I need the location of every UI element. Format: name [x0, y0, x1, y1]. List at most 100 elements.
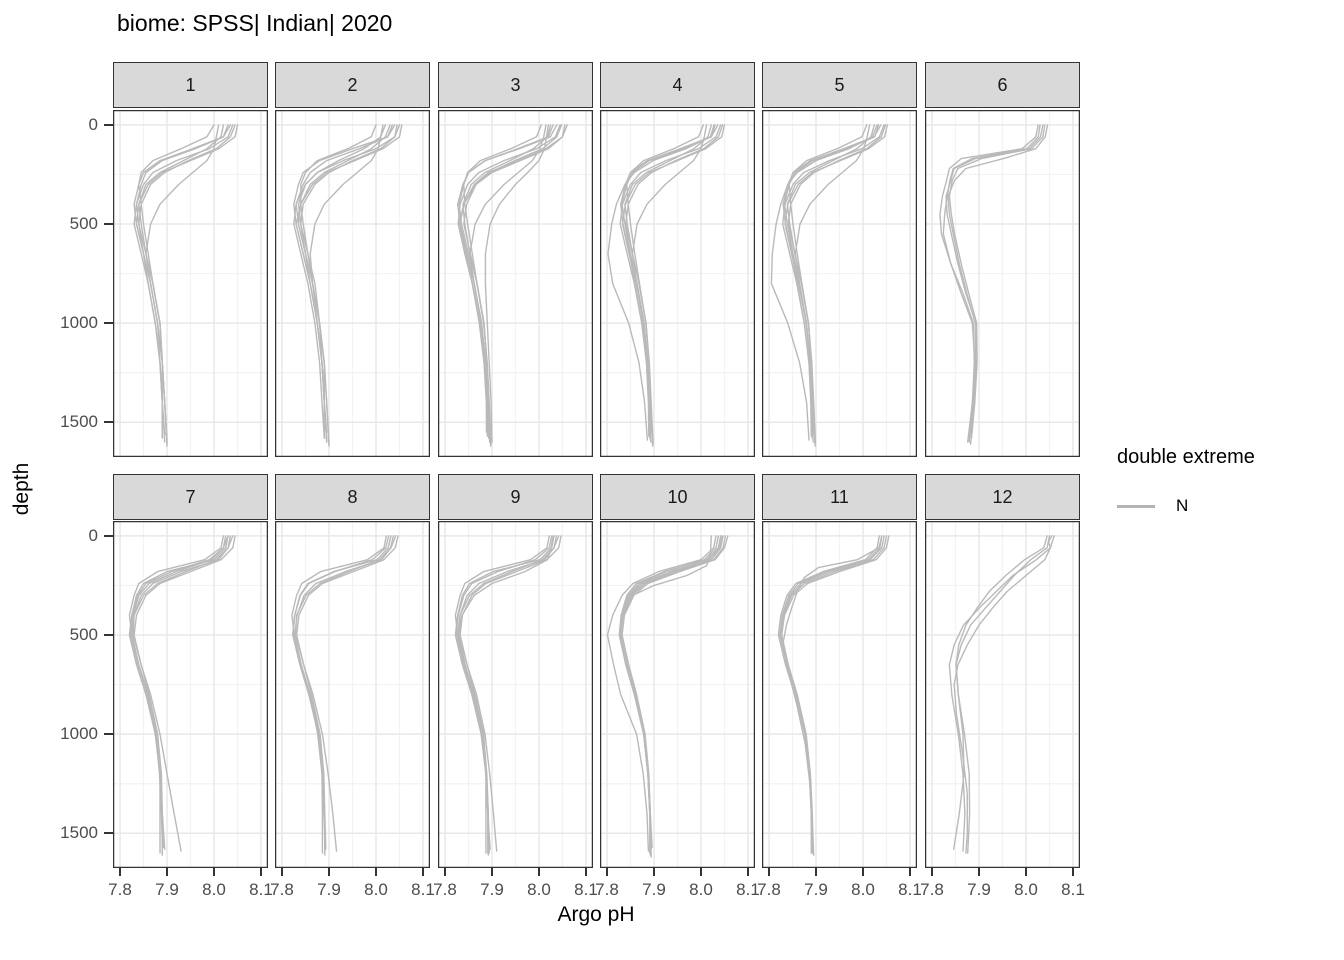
x-axis-tick	[166, 868, 168, 876]
y-axis-tick-label: 500	[69, 625, 98, 644]
y-axis-tick-label: 0	[88, 526, 98, 545]
profile-line	[947, 124, 1049, 435]
profile-line	[948, 535, 1055, 852]
x-axis-tick-label: 7.9	[155, 880, 179, 899]
facet-strip-label: 12	[992, 486, 1013, 507]
plot-title: biome: SPSS| Indian| 2020	[117, 10, 393, 36]
y-axis-tick	[104, 832, 113, 834]
facet-strip-label: 6	[997, 74, 1008, 95]
facet-strip: 11	[762, 474, 917, 520]
profile-line	[620, 535, 723, 858]
x-axis-tick	[281, 868, 283, 876]
facet-strip: 7	[113, 474, 268, 520]
facet-panel	[600, 110, 755, 457]
facet-strip-label: 9	[510, 486, 521, 507]
y-axis-tick	[104, 634, 113, 636]
x-axis-tick	[375, 868, 377, 876]
x-axis-tick-label: 8.0	[851, 880, 875, 899]
x-axis-tick	[538, 868, 540, 876]
x-axis-tick-label: 7.9	[480, 880, 504, 899]
facet-strip-label: 3	[510, 74, 521, 95]
x-axis-tick	[862, 868, 864, 876]
y-axis-tick-label: 500	[69, 214, 98, 233]
x-axis-tick	[1025, 868, 1027, 876]
profile-line	[782, 124, 882, 437]
profile-line	[130, 535, 229, 844]
profile-line	[620, 124, 719, 437]
facet-strip: 12	[925, 474, 1080, 520]
facet-panel	[762, 521, 917, 868]
x-axis-tick	[213, 868, 215, 876]
y-axis-tick	[104, 124, 113, 126]
facet-strip-label: 4	[672, 74, 683, 95]
profile-line	[133, 535, 236, 856]
x-axis-tick	[909, 868, 911, 876]
x-axis-tick-label: 8.1	[411, 880, 435, 899]
facet-panel	[438, 521, 593, 868]
x-axis-tick	[978, 868, 980, 876]
x-axis-tick-label: 8.1	[736, 880, 760, 899]
legend-item: N	[1117, 496, 1255, 516]
profile-line	[293, 124, 396, 437]
x-axis-tick	[119, 868, 121, 876]
x-axis-tick	[444, 868, 446, 876]
profile-line	[782, 535, 883, 854]
facet-strip-label: 5	[834, 74, 845, 95]
facet-panel	[762, 110, 917, 457]
x-axis-title: Argo pH	[557, 903, 635, 926]
y-axis-title: depth	[10, 462, 33, 516]
facet-strip: 8	[275, 474, 430, 520]
facet-panel	[438, 110, 593, 457]
x-axis-tick	[815, 868, 817, 876]
x-axis-tick-label: 7.8	[757, 880, 781, 899]
x-axis-tick-label: 7.9	[804, 880, 828, 899]
profile-line	[955, 535, 1051, 854]
facet-strip: 6	[925, 62, 1080, 108]
facet-panel	[600, 521, 755, 868]
x-axis-tick-label: 8.0	[527, 880, 551, 899]
facet-panel	[925, 521, 1080, 868]
profile-line	[138, 124, 236, 445]
profile-line	[631, 124, 708, 433]
facet-strip-label: 8	[347, 486, 358, 507]
profile-line	[939, 124, 1039, 443]
legend-item-label: N	[1176, 496, 1189, 515]
facet-strip-label: 11	[830, 486, 849, 507]
facet-strip: 4	[600, 62, 755, 108]
x-axis-tick	[747, 868, 749, 876]
x-axis-tick-label: 7.9	[967, 880, 991, 899]
x-axis-tick-label: 8.0	[364, 880, 388, 899]
y-axis-tick	[104, 733, 113, 735]
x-axis-tick-label: 7.8	[433, 880, 457, 899]
x-axis-tick-label: 8.0	[689, 880, 713, 899]
x-axis-tick	[700, 868, 702, 876]
facet-strip-label: 2	[347, 74, 358, 95]
x-axis-tick	[260, 868, 262, 876]
facet-panel	[113, 521, 268, 868]
profile-line	[133, 124, 232, 437]
x-axis-tick	[1072, 868, 1074, 876]
profile-line	[292, 535, 390, 848]
x-axis-tick-label: 7.8	[595, 880, 619, 899]
profile-line	[779, 535, 883, 846]
profile-line	[953, 535, 1048, 850]
y-axis-tick-label: 1000	[60, 313, 98, 332]
profile-line	[794, 124, 871, 433]
profile-line	[458, 124, 568, 439]
x-axis-tick-label: 7.9	[317, 880, 341, 899]
x-axis-tick-label: 7.8	[270, 880, 294, 899]
y-axis-tick	[104, 223, 113, 225]
profile-line	[463, 124, 563, 447]
facet-strip-label: 7	[185, 486, 196, 507]
x-axis-tick	[768, 868, 770, 876]
facet-strip: 1	[113, 62, 268, 108]
x-axis-tick	[931, 868, 933, 876]
x-axis-tick-label: 7.9	[642, 880, 666, 899]
legend-title: double extreme	[1117, 446, 1255, 468]
x-axis-tick	[491, 868, 493, 876]
x-axis-tick	[328, 868, 330, 876]
y-axis-tick	[104, 535, 113, 537]
x-axis-tick-label: 8.1	[249, 880, 273, 899]
facet-strip: 2	[275, 62, 430, 108]
x-axis-tick	[653, 868, 655, 876]
